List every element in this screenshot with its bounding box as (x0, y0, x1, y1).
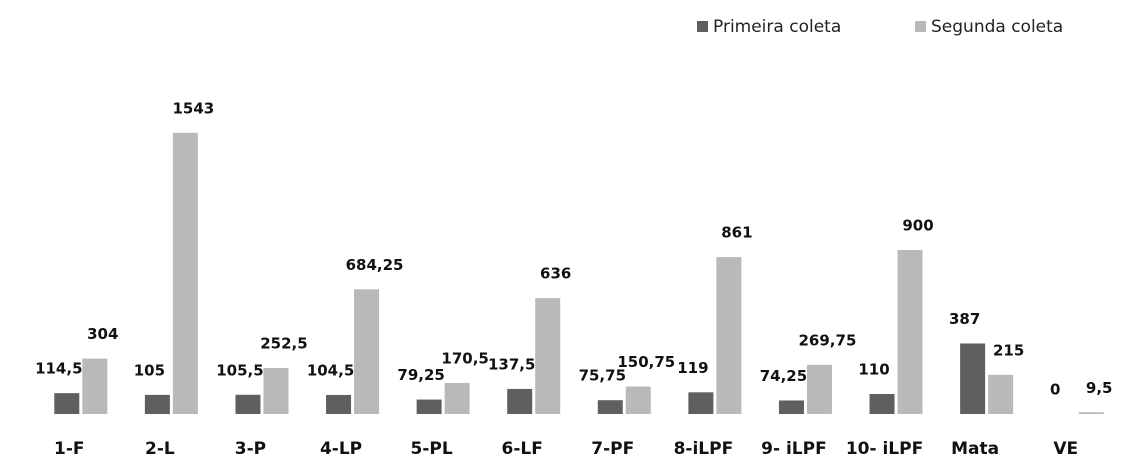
value-label: 104,5 (307, 361, 354, 379)
x-tick-label: 3-P (235, 439, 266, 459)
value-label: 269,75 (799, 331, 857, 349)
value-label: 170,5 (441, 349, 488, 367)
value-label: 215 (993, 341, 1024, 359)
bar (326, 394, 352, 414)
x-tick-label: Mata (951, 439, 999, 459)
value-label: 900 (902, 217, 933, 235)
value-label: 74,25 (760, 367, 807, 385)
bar (960, 343, 986, 414)
bar (778, 400, 804, 414)
bar (263, 367, 289, 414)
x-tick-label: 4-LP (320, 439, 362, 459)
value-label: 105 (134, 361, 165, 379)
bar (144, 394, 170, 414)
value-label: 861 (721, 224, 752, 242)
bar (688, 392, 714, 414)
value-label: 9,5 (1086, 379, 1113, 397)
value-label: 75,75 (579, 367, 626, 385)
bar (416, 399, 442, 414)
bar (82, 358, 108, 414)
x-tick-label: 8-iLPF (674, 439, 734, 459)
legend-label: Primeira coleta (713, 17, 841, 37)
legend-label: Segunda coleta (931, 17, 1063, 37)
bar (172, 132, 198, 414)
x-tick-label: 6-LF (502, 439, 543, 459)
bar (716, 257, 742, 414)
bar (54, 393, 80, 414)
value-label: 684,25 (346, 256, 404, 274)
legend-swatch (697, 21, 708, 32)
x-tick-label: 1-F (54, 439, 85, 459)
x-tick-label: 9- iLPF (761, 439, 827, 459)
bar (869, 393, 895, 414)
x-tick-label: 5-PL (411, 439, 453, 459)
bar (354, 289, 380, 414)
bar (988, 374, 1014, 414)
value-label: 137,5 (488, 355, 535, 373)
bar (444, 382, 470, 414)
value-label: 79,25 (397, 366, 444, 384)
x-tick-label: VE (1053, 439, 1078, 459)
x-tick-label: 10- iLPF (846, 439, 923, 459)
bar (507, 388, 533, 414)
value-label: 387 (949, 310, 980, 328)
value-label: 0 (1050, 381, 1060, 399)
value-label: 114,5 (35, 360, 82, 378)
value-label: 105,5 (216, 361, 263, 379)
bar (897, 250, 923, 414)
value-label: 110 (858, 360, 889, 378)
value-label: 252,5 (260, 334, 307, 352)
bar (235, 394, 261, 414)
bar (806, 364, 832, 414)
value-label: 1543 (173, 99, 215, 117)
value-label: 150,75 (617, 353, 675, 371)
value-label: 119 (677, 359, 708, 377)
value-label: 636 (540, 265, 571, 283)
legend-swatch (915, 21, 926, 32)
bar (535, 298, 561, 414)
bar (625, 386, 651, 414)
bar (597, 400, 623, 414)
x-tick-label: 2-L (145, 439, 175, 459)
value-label: 304 (87, 325, 118, 343)
x-tick-label: 7-PF (591, 439, 634, 459)
bar (1078, 412, 1104, 414)
